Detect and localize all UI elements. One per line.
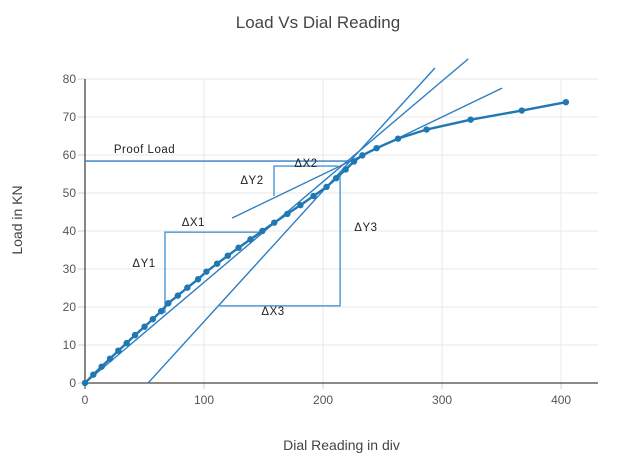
data-point-marker xyxy=(394,135,402,142)
slope-guide-3 xyxy=(218,170,341,307)
y-tick-label: 80 xyxy=(63,72,77,86)
y-tick-label: 40 xyxy=(63,224,77,238)
chart-title: Load Vs Dial Reading xyxy=(235,13,401,32)
data-point-marker xyxy=(123,339,130,347)
data-point-marker xyxy=(271,219,278,226)
data-point-marker xyxy=(332,174,340,182)
data-point-marker xyxy=(350,158,358,165)
x-axis-title: Dial Reading in div xyxy=(283,437,400,453)
delta-annotation: ΔY3 xyxy=(354,222,377,234)
data-point-marker xyxy=(174,292,182,299)
data-point-marker xyxy=(259,227,266,235)
slope-guide-1 xyxy=(164,231,266,314)
data-point-marker xyxy=(518,107,526,114)
delta-annotation: ΔY2 xyxy=(240,175,263,187)
data-point-marker xyxy=(235,244,242,251)
delta-annotation: ΔX3 xyxy=(261,306,284,318)
data-point-marker xyxy=(224,252,232,259)
y-tick-label: 30 xyxy=(63,262,77,276)
data-point-marker xyxy=(81,379,89,387)
data-point-marker xyxy=(149,315,157,323)
data-point-marker xyxy=(247,236,254,243)
data-point-marker xyxy=(90,371,97,378)
data-point-marker xyxy=(359,152,366,159)
data-point-marker xyxy=(310,192,317,200)
data-point-marker xyxy=(106,355,114,362)
x-tick-label: 200 xyxy=(313,393,333,407)
data-point-marker xyxy=(194,276,202,283)
x-tick-label: 400 xyxy=(551,393,571,407)
y-tick-label: 50 xyxy=(63,186,77,200)
data-point-marker xyxy=(157,307,165,315)
data-point-marker xyxy=(373,144,380,152)
data-point-marker xyxy=(115,347,122,354)
y-tick-label: 60 xyxy=(63,148,77,162)
data-point-marker xyxy=(141,323,148,330)
proof-load-label: Proof Load xyxy=(114,144,175,156)
y-tick-label: 0 xyxy=(69,376,76,390)
data-point-marker xyxy=(203,268,210,275)
slope-guide-2 xyxy=(273,165,339,197)
data-point-marker xyxy=(131,331,139,339)
y-tick-label: 20 xyxy=(63,300,77,314)
y-tick-label: 70 xyxy=(63,110,77,124)
data-point-marker xyxy=(165,300,172,307)
x-tick-label: 0 xyxy=(82,393,89,407)
delta-annotation: ΔY1 xyxy=(132,258,155,270)
data-point-marker xyxy=(562,98,570,106)
offset-slope-line xyxy=(147,67,436,384)
delta-annotation: ΔX2 xyxy=(294,158,317,170)
data-point-marker xyxy=(467,116,474,123)
x-tick-label: 300 xyxy=(432,393,452,407)
data-point-marker xyxy=(323,183,330,191)
data-point-marker xyxy=(284,210,291,218)
data-point-marker xyxy=(297,201,304,209)
data-point-marker xyxy=(213,260,221,267)
data-point-marker xyxy=(184,284,191,291)
delta-annotation: ΔX1 xyxy=(182,217,205,229)
data-point-marker xyxy=(423,126,430,133)
data-point-marker xyxy=(342,166,349,173)
y-axis-title: Load in KN xyxy=(9,185,25,255)
x-tick-label: 100 xyxy=(194,393,214,407)
y-tick-label: 10 xyxy=(63,338,77,352)
data-point-marker xyxy=(98,363,105,370)
